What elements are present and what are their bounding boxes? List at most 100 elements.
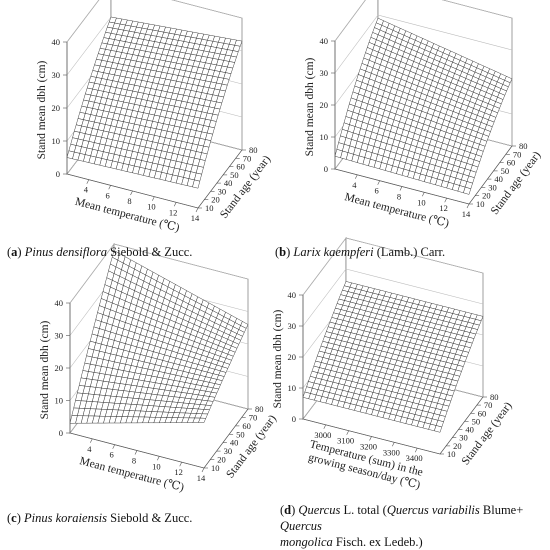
surface-cell <box>198 417 207 423</box>
x-tick-label: 12 <box>169 207 178 217</box>
x-tick <box>134 450 138 455</box>
z-tick-label: 10 <box>320 132 329 142</box>
x-tick <box>130 190 133 196</box>
y-tick-label: 20 <box>217 455 226 465</box>
z-gridline-left <box>66 0 100 43</box>
x-tick <box>86 179 90 184</box>
x-tick <box>466 203 470 209</box>
z-gridline-right <box>345 237 484 274</box>
x-tick <box>444 198 447 203</box>
z-gridline-right <box>441 0 513 19</box>
x-tick <box>90 438 93 443</box>
x-tick <box>369 436 372 441</box>
y-tick-label: 40 <box>230 438 239 448</box>
y-tick-label: 30 <box>459 433 468 443</box>
x-tick-label: 8 <box>127 196 131 206</box>
y-tick-label: 10 <box>447 449 456 459</box>
z-tick-label: 10 <box>52 136 61 146</box>
x-tick-label: 4 <box>84 185 89 195</box>
z-tick-label: 20 <box>320 100 329 110</box>
x-tick <box>346 430 349 435</box>
z-axis-title: Stand mean dbh (cm) <box>304 57 316 156</box>
y-axis <box>197 149 243 209</box>
y-tick-label: 20 <box>453 441 462 451</box>
z-tick-label: 0 <box>56 169 60 179</box>
surface-cell <box>192 179 201 189</box>
z-gridline-right <box>345 268 484 305</box>
y-tick-label: 40 <box>465 425 474 435</box>
x-tick-label: 10 <box>152 461 161 471</box>
x-tick <box>323 424 327 429</box>
y-tick-label: 80 <box>249 145 258 155</box>
y-tick-label: 70 <box>484 400 493 410</box>
z-gridline-right <box>171 0 243 19</box>
y-tick-label: 60 <box>478 408 487 418</box>
x-tick <box>414 448 418 453</box>
x-tick <box>157 456 160 461</box>
x-tick-label: 3000 <box>314 430 331 440</box>
z-gridline-right <box>377 14 513 51</box>
z-tick-label: 20 <box>52 103 61 113</box>
y-tick-label: 20 <box>211 195 220 205</box>
y-tick-label: 20 <box>482 191 491 201</box>
y-tick-label: 50 <box>236 429 245 439</box>
x-tick <box>108 185 111 190</box>
z-tick-label: 40 <box>288 290 297 300</box>
z-tick-label: 10 <box>55 396 64 406</box>
x-tick <box>112 444 115 449</box>
z-gridline-left <box>334 14 379 74</box>
y-tick-label: 30 <box>488 182 497 192</box>
y-axis <box>468 145 513 205</box>
z-gridline-left <box>302 237 347 296</box>
y-tick-label: 10 <box>476 199 485 209</box>
x-tick <box>195 207 199 213</box>
x-tick-label: 6 <box>110 450 114 460</box>
x-tick <box>152 196 155 201</box>
caption-d: (d) Quercus L. total (Quercus variabilis… <box>280 503 524 549</box>
x-tick-label: 8 <box>397 192 401 202</box>
caption-c: (c) Pinus koraiensis Siebold & Zucc. <box>7 511 193 525</box>
y-tick-label: 60 <box>507 158 516 168</box>
z-gridline-right <box>113 243 249 280</box>
y-tick-label: 10 <box>211 463 220 473</box>
z-tick-label: 40 <box>55 298 64 308</box>
y-axis <box>439 396 484 455</box>
z-tick-label: 40 <box>320 36 329 46</box>
x-tick-label: 3400 <box>406 453 423 463</box>
y-tick-label: 60 <box>242 421 251 431</box>
x-tick-label: 8 <box>132 456 136 466</box>
z-tick-label: 10 <box>288 383 297 393</box>
x-tick-label: 12 <box>174 467 183 477</box>
z-tick-label: 30 <box>320 68 329 78</box>
x-tick-label: 10 <box>147 202 156 212</box>
y-tick-label: 70 <box>249 412 258 422</box>
z-tick-label: 0 <box>292 414 296 424</box>
z-tick-label: 0 <box>59 428 63 438</box>
x-tick-label: 14 <box>197 473 206 483</box>
y-tick-label: 10 <box>205 203 214 213</box>
y-axis <box>203 408 249 469</box>
y-tick-label: 60 <box>236 162 245 172</box>
surface-chart-b: 0102030404681012141020304050607080Stand … <box>304 0 543 230</box>
z-gridline-left <box>302 268 347 327</box>
x-tick-label: 10 <box>417 197 426 207</box>
y-tick-label: 50 <box>230 170 239 180</box>
x-tick-label: 12 <box>439 203 448 213</box>
x-tick <box>179 462 182 467</box>
x-tick-label: 3300 <box>383 447 400 457</box>
surface-cell <box>463 186 472 195</box>
z-tick-label: 20 <box>288 352 297 362</box>
z-tick-label: 30 <box>52 70 61 80</box>
y-tick-label: 50 <box>501 166 510 176</box>
caption-b: (b) Larix kaempferi (Lamb.) Carr. <box>275 245 446 259</box>
z-tick-label: 30 <box>288 321 297 331</box>
x-tick-label: 4 <box>352 180 357 190</box>
y-tick-label: 50 <box>472 416 481 426</box>
surface-cell <box>434 425 443 433</box>
y-tick-label: 80 <box>255 404 264 414</box>
y-tick-label: 70 <box>513 149 522 159</box>
z-tick-label: 40 <box>52 37 61 47</box>
x-tick-label: 3100 <box>337 436 354 446</box>
